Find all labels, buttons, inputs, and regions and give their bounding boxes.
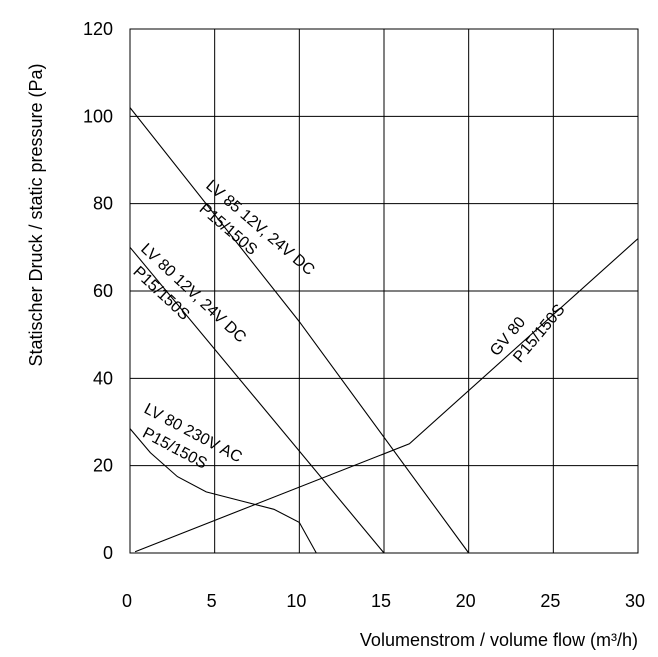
grid <box>129 28 639 554</box>
x-tick-label: 0 <box>122 591 132 611</box>
y-tick-label: 100 <box>83 106 113 126</box>
x-tick-label: 20 <box>456 591 476 611</box>
curves <box>129 107 639 554</box>
x-tick-label: 15 <box>371 591 391 611</box>
series-line-1 <box>129 246 385 554</box>
y-tick-labels: 0 20 40 60 80 100 120 <box>83 19 113 563</box>
x-tick-labels: 0 5 10 15 20 25 30 <box>122 591 645 611</box>
x-tick-label: 30 <box>625 591 645 611</box>
x-tick-label: 10 <box>286 591 306 611</box>
x-axis-title: Volumenstrom / volume flow (m³/h) <box>360 630 638 650</box>
y-axis-title: Statischer Druck / static pressure (Pa) <box>26 63 46 366</box>
series-line-3 <box>134 238 639 553</box>
x-tick-label: 25 <box>540 591 560 611</box>
series-line-2 <box>129 428 317 554</box>
y-tick-label: 80 <box>93 194 113 214</box>
series-line-0 <box>129 107 470 554</box>
y-tick-label: 60 <box>93 281 113 301</box>
y-tick-label: 0 <box>103 543 113 563</box>
y-tick-label: 20 <box>93 456 113 476</box>
y-tick-label: 120 <box>83 19 113 39</box>
x-tick-label: 5 <box>207 591 217 611</box>
y-tick-label: 40 <box>93 368 113 388</box>
